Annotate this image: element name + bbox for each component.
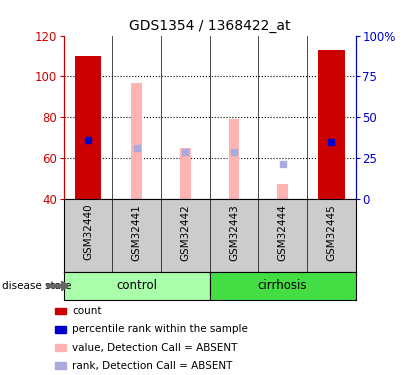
Bar bbox=[210, 272, 356, 300]
Text: percentile rank within the sample: percentile rank within the sample bbox=[72, 324, 248, 334]
Text: GSM32445: GSM32445 bbox=[326, 204, 336, 261]
Title: GDS1354 / 1368422_at: GDS1354 / 1368422_at bbox=[129, 19, 290, 33]
Bar bbox=[318, 50, 344, 199]
Text: GSM32441: GSM32441 bbox=[132, 204, 142, 261]
Text: GSM32442: GSM32442 bbox=[180, 204, 190, 261]
Bar bbox=[131, 82, 142, 199]
Bar bbox=[180, 148, 191, 199]
Text: value, Detection Call = ABSENT: value, Detection Call = ABSENT bbox=[72, 342, 237, 352]
Text: cirrhosis: cirrhosis bbox=[258, 279, 307, 292]
Bar bbox=[75, 56, 102, 199]
Text: GSM32440: GSM32440 bbox=[83, 204, 93, 261]
Text: count: count bbox=[72, 306, 102, 316]
Text: GSM32444: GSM32444 bbox=[277, 204, 288, 261]
Bar bbox=[277, 184, 288, 199]
Text: rank, Detection Call = ABSENT: rank, Detection Call = ABSENT bbox=[72, 361, 232, 371]
Bar bbox=[64, 272, 210, 300]
Text: disease state: disease state bbox=[2, 281, 72, 291]
Text: control: control bbox=[116, 279, 157, 292]
Bar bbox=[229, 119, 239, 199]
Text: GSM32443: GSM32443 bbox=[229, 204, 239, 261]
